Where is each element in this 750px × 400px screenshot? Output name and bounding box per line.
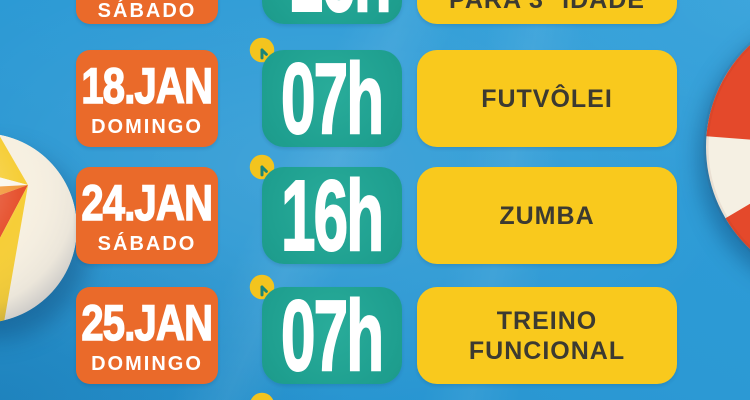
- activity-label: ZUMBA: [499, 201, 595, 230]
- time-label: 16h: [281, 159, 385, 272]
- date-box: 18.JAN DOMINGO: [76, 50, 218, 147]
- time-label: 16h: [288, 0, 392, 28]
- activity-label: PARA 3ª IDADE: [449, 0, 645, 14]
- time-box: 07h: [262, 42, 402, 155]
- time-label: 07h: [281, 42, 385, 155]
- date-weekday-label: SÁBADO: [97, 0, 197, 22]
- activity-label: TREINO FUNCIONAL: [468, 306, 626, 365]
- date-day: 25.JAN: [81, 294, 214, 351]
- activity-box: ZUMBA: [417, 167, 677, 264]
- time-label: 07h: [281, 279, 385, 392]
- date-weekday-label: SÁBADO: [97, 232, 197, 255]
- schedule-row: 18.JAN DOMINGO 07h FUTVÔLEI: [0, 37, 750, 155]
- date-box: 24.JAN SÁBADO: [76, 167, 218, 264]
- schedule-row: 25.JAN DOMINGO 07h TREINO FUNCIONAL: [0, 274, 750, 392]
- date-day: 18.JAN: [81, 57, 214, 114]
- date-day: 24.JAN: [81, 174, 214, 231]
- activity-box: TREINO FUNCIONAL: [417, 287, 677, 384]
- partial-clock-icon: [250, 392, 274, 400]
- time-box: 16h: [262, 159, 402, 272]
- date-box: 25.JAN DOMINGO: [76, 287, 218, 384]
- activity-box: FUTVÔLEI: [417, 50, 677, 147]
- schedule-row: 24.JAN SÁBADO 16h ZUMBA: [0, 154, 750, 272]
- time-box: 07h: [262, 279, 402, 392]
- date-box: SÁBADO: [76, 0, 218, 24]
- schedule-row: SÁBADO 16h PARA 3ª IDADE: [0, 0, 750, 28]
- date-weekday-label: DOMINGO: [91, 115, 203, 138]
- date-weekday-label: DOMINGO: [91, 352, 203, 375]
- activity-box: PARA 3ª IDADE: [417, 0, 677, 24]
- time-box: 16h: [262, 0, 402, 28]
- activity-label: FUTVÔLEI: [481, 84, 613, 113]
